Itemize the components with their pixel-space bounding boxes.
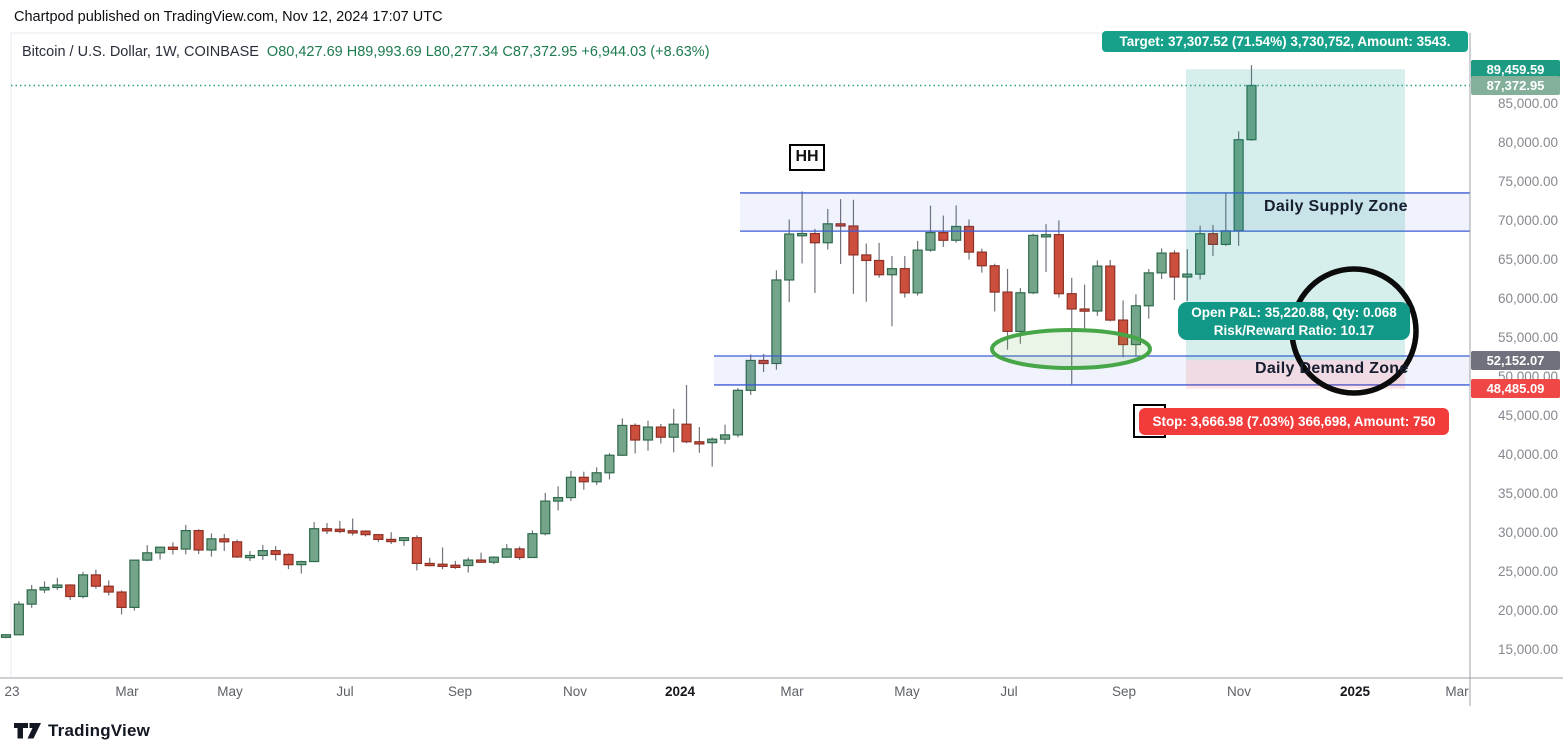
time-tick: Jul	[1000, 684, 1018, 699]
time-tick: Sep	[447, 684, 473, 699]
time-tick: 2025	[1339, 684, 1371, 699]
supply-zone-label[interactable]: Daily Supply Zone	[1264, 198, 1408, 215]
time-tick: May	[894, 684, 920, 699]
ohlc-values: O80,427.69 H89,993.69 L80,277.34 C87,372…	[266, 44, 710, 60]
publish-line: Chartpod published on TradingView.com, N…	[14, 9, 443, 25]
tradingview-logo[interactable]: TradingView	[14, 721, 150, 741]
chart-legend: Bitcoin / U.S. Dollar, 1W, COINBASE O80,4…	[22, 44, 710, 60]
risk-reward-line: Risk/Reward Ratio: 10.17	[1213, 323, 1375, 338]
time-tick: Nov	[562, 684, 588, 699]
time-tick: Jul	[336, 684, 354, 699]
time-tick: Mar	[1445, 684, 1469, 699]
time-tick: 23	[4, 684, 20, 699]
time-tick: Mar	[115, 684, 139, 699]
time-axis[interactable]: 23 Mar May Jul Sep Nov 2024 Mar May Jul Sep Nov 2025…	[0, 684, 1563, 704]
symbol-title: Bitcoin / U.S. Dollar, 1W, COINBASE	[22, 44, 259, 60]
time-tick: Sep	[1111, 684, 1137, 699]
tradingview-logo-icon	[14, 723, 41, 739]
time-tick: May	[217, 684, 243, 699]
stop-label[interactable]: Stop: 3,666.98 (7.03%) 366,698, Amount: …	[1139, 408, 1449, 435]
demand-zone-label[interactable]: Daily Demand Zone	[1255, 360, 1409, 377]
time-tick: Nov	[1226, 684, 1252, 699]
open-pnl-label[interactable]: Open P&L: 35,220.88, Qty: 0.068 Risk/Rewa…	[1178, 302, 1410, 340]
time-tick: 2024	[664, 684, 696, 699]
target-label[interactable]: Target: 37,307.52 (71.54%) 3,730,752, Am…	[1102, 31, 1468, 52]
higher-high-label[interactable]: HH	[789, 144, 825, 171]
time-tick: Mar	[780, 684, 804, 699]
open-pnl-line: Open P&L: 35,220.88, Qty: 0.068	[1191, 305, 1397, 320]
tradingview-logo-text: TradingView	[48, 721, 151, 740]
